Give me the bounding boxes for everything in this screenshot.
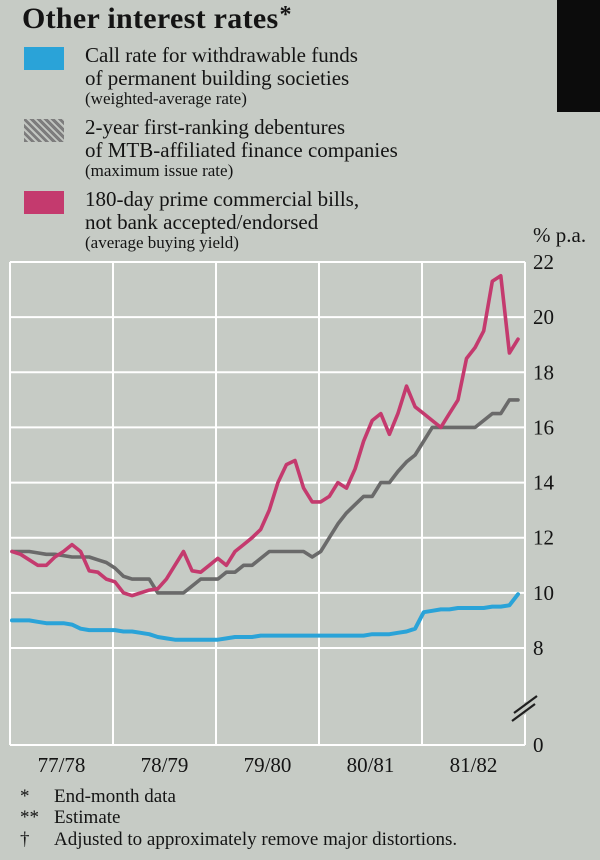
legend: Call rate for withdrawable funds of perm… — [24, 43, 524, 260]
axis-break-icon — [513, 695, 538, 714]
legend-text-debentures: 2-year first-ranking debentures of MTB-a… — [85, 114, 398, 181]
y-tick-label: 20 — [533, 305, 554, 329]
page-title: Other interest rates* — [22, 2, 292, 36]
series-line-debentures — [10, 398, 520, 595]
call-rate-swatch-icon — [24, 47, 64, 70]
y-axis-unit-label: % p.a. — [533, 223, 586, 247]
legend-item-call-rate: Call rate for withdrawable funds of perm… — [24, 43, 524, 109]
debentures-swatch-icon — [24, 118, 64, 142]
legend-item-commercial-bills: 180-day prime commercial bills, not bank… — [24, 186, 524, 253]
axis-break-gap — [509, 696, 539, 722]
footnote-text: End-month data — [54, 786, 176, 807]
page-title-text: Other interest rates — [22, 2, 279, 35]
y-tick-label: 22 — [533, 250, 554, 274]
legend-line: 180-day prime commercial bills, — [85, 186, 360, 211]
legend-item-debentures: 2-year first-ranking debentures of MTB-a… — [24, 114, 524, 181]
footnote-text: Estimate — [54, 807, 121, 829]
footnote-symbol: † — [20, 828, 30, 850]
footnote-symbol: * — [20, 786, 30, 807]
legend-line: 2-year first-ranking debentures — [85, 114, 346, 139]
scan-edge-artifact — [557, 0, 600, 112]
axis-break-icon — [511, 703, 536, 722]
x-axis-label: 81/82 — [450, 753, 498, 777]
y-tick-label: 8 — [533, 636, 544, 660]
footnote-symbol: ** — [20, 807, 39, 829]
footnote-text: Adjusted to approximately remove major d… — [54, 828, 458, 850]
legend-line: of MTB-affiliated finance companies — [85, 137, 398, 162]
legend-line: not bank accepted/endorsed — [85, 209, 319, 234]
footnote: ** Estimate — [20, 807, 457, 828]
footnotes: * End-month data ** Estimate † Adjusted … — [20, 786, 457, 850]
legend-text-call-rate: Call rate for withdrawable funds of perm… — [85, 43, 358, 109]
x-axis-label: 79/80 — [244, 753, 292, 777]
legend-text-commercial-bills: 180-day prime commercial bills, not bank… — [85, 186, 360, 253]
series-line-commercial-bills — [10, 273, 520, 598]
y-tick-label: 0 — [533, 733, 544, 757]
legend-line: of permanent building societies — [85, 66, 350, 91]
legend-note: (maximum issue rate) — [85, 161, 234, 181]
footnote: * End-month data — [20, 786, 457, 807]
x-axis-label: 77/78 — [38, 753, 86, 777]
y-tick-label: 10 — [533, 581, 554, 605]
x-axis-label: 78/79 — [141, 753, 189, 777]
commercial-bills-swatch-icon — [24, 190, 64, 214]
series-line-call-rate — [10, 592, 520, 642]
y-tick-label: 14 — [533, 471, 555, 495]
y-tick-label: 12 — [533, 526, 554, 550]
title-footnote-marker: * — [279, 2, 292, 28]
footnote: † Adjusted to approximately remove major… — [20, 829, 457, 850]
y-tick-label: 18 — [533, 360, 554, 384]
legend-line: Call rate for withdrawable funds — [85, 43, 358, 67]
legend-note: (average buying yield) — [85, 232, 239, 252]
x-axis-label: 80/81 — [347, 753, 395, 777]
legend-note: (weighted-average rate) — [85, 89, 247, 109]
y-tick-label: 16 — [533, 415, 554, 439]
